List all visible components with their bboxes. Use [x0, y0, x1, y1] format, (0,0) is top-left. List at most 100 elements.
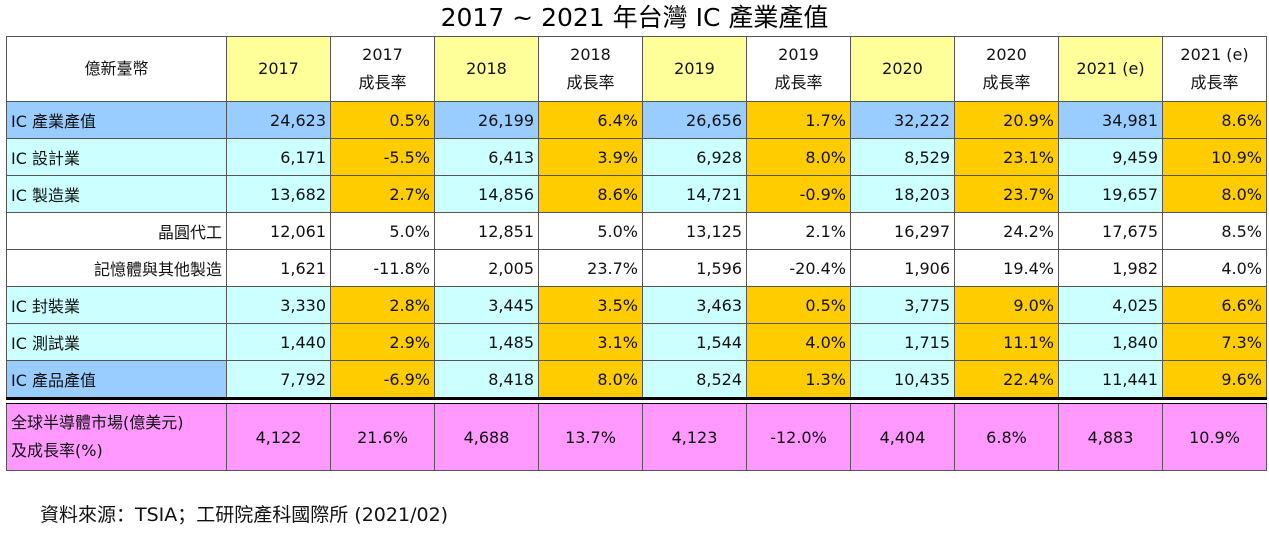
value-cell: 26,199	[434, 101, 539, 139]
growth-rate-cell: 5.0%	[538, 212, 643, 250]
col-header-2019: 2019	[642, 36, 747, 102]
table-row: IC 製造業 13,682 2.7% 14,856 8.6% 14,721 -0.9% 18,…	[6, 175, 1267, 213]
col-header-2018-growth: 2018 成長率	[538, 36, 643, 102]
row-label: IC 設計業	[6, 138, 227, 176]
table-row: 記憶體與其他製造 1,621 -11.8% 2,005 23.7% 1,596 -20.4%…	[6, 249, 1267, 287]
market-label-line1: 全球半導體市場(億美元)	[11, 413, 184, 432]
global-market-row: 全球半導體市場(億美元) 及成長率(%) 4,122 21.6% 4,688 13.7% 4…	[6, 403, 1267, 471]
growth-rate-cell: 23.7%	[954, 175, 1059, 213]
growth-rate-cell: 22.4%	[954, 360, 1059, 399]
growth-rate-cell: 0.5%	[746, 286, 851, 324]
row-label: IC 測試業	[6, 323, 227, 361]
market-growth-cell: 13.7%	[538, 403, 643, 471]
market-growth-cell: 21.6%	[330, 403, 435, 471]
market-label-line2: 及成長率(%)	[11, 441, 103, 460]
market-growth-cell: 10.9%	[1162, 403, 1267, 471]
growth-rate-cell: 20.9%	[954, 101, 1059, 139]
growth-rate-cell: 2.1%	[746, 212, 851, 250]
value-cell: 13,682	[226, 175, 331, 213]
value-cell: 12,061	[226, 212, 331, 250]
value-cell: 6,413	[434, 138, 539, 176]
value-cell: 1,840	[1058, 323, 1163, 361]
table-row: IC 設計業 6,171 -5.5% 6,413 3.9% 6,928 8.0% 8,529 2…	[6, 138, 1267, 176]
col-header-2018: 2018	[434, 36, 539, 102]
col-header-2021e-growth: 2021 (e) 成長率	[1162, 36, 1267, 102]
value-cell: 16,297	[850, 212, 955, 250]
col-header-2020: 2020	[850, 36, 955, 102]
value-cell: 4,025	[1058, 286, 1163, 324]
table-row: IC 產業產值 24,623 0.5% 26,199 6.4% 26,656 1.7% 32,…	[6, 101, 1267, 139]
growth-rate-cell: 5.0%	[330, 212, 435, 250]
growth-rate-cell: 2.8%	[330, 286, 435, 324]
growth-rate-cell: 2.7%	[330, 175, 435, 213]
ic-industry-table: 億新臺幣 2017 2017 成長率 2018 2018 成長率 2019 2019…	[6, 36, 1267, 471]
value-cell: 3,330	[226, 286, 331, 324]
value-cell: 26,656	[642, 101, 747, 139]
value-cell: 18,203	[850, 175, 955, 213]
market-value-cell: 4,883	[1058, 403, 1163, 471]
row-label: 記憶體與其他製造	[6, 249, 227, 287]
row-label: IC 封裝業	[6, 286, 227, 324]
value-cell: 24,623	[226, 101, 331, 139]
market-value-cell: 4,688	[434, 403, 539, 471]
table-row: IC 封裝業 3,330 2.8% 3,445 3.5% 3,463 0.5% 3,775 9.…	[6, 286, 1267, 324]
growth-rate-cell: 1.7%	[746, 101, 851, 139]
growth-rate-cell: 3.5%	[538, 286, 643, 324]
growth-rate-cell: 23.1%	[954, 138, 1059, 176]
value-cell: 1,982	[1058, 249, 1163, 287]
growth-rate-cell: 8.0%	[1162, 175, 1267, 213]
value-cell: 3,445	[434, 286, 539, 324]
value-cell: 32,222	[850, 101, 955, 139]
value-cell: 7,792	[226, 360, 331, 399]
growth-rate-cell: 9.6%	[1162, 360, 1267, 399]
unit-header: 億新臺幣	[6, 36, 227, 102]
value-cell: 10,435	[850, 360, 955, 399]
value-cell: 13,125	[642, 212, 747, 250]
source-note: 資料來源：TSIA；工研院產科國際所 (2021/02)	[40, 504, 449, 526]
col-header-2017-growth: 2017 成長率	[330, 36, 435, 102]
growth-rate-cell: -5.5%	[330, 138, 435, 176]
value-cell: 8,418	[434, 360, 539, 399]
growth-rate-cell: 2.9%	[330, 323, 435, 361]
table-row: IC 測試業 1,440 2.9% 1,485 3.1% 1,544 4.0% 1,715 11…	[6, 323, 1267, 361]
value-cell: 2,005	[434, 249, 539, 287]
value-cell: 14,721	[642, 175, 747, 213]
market-value-cell: 4,122	[226, 403, 331, 471]
value-cell: 1,906	[850, 249, 955, 287]
value-cell: 6,171	[226, 138, 331, 176]
growth-rate-cell: -0.9%	[746, 175, 851, 213]
growth-rate-cell: 8.0%	[538, 360, 643, 399]
market-value-cell: 4,404	[850, 403, 955, 471]
value-cell: 1,596	[642, 249, 747, 287]
growth-rate-cell: -6.9%	[330, 360, 435, 399]
col-header-2019-growth: 2019 成長率	[746, 36, 851, 102]
market-growth-cell: 6.8%	[954, 403, 1059, 471]
market-growth-cell: -12.0%	[746, 403, 851, 471]
value-cell: 1,544	[642, 323, 747, 361]
growth-rate-cell: 7.3%	[1162, 323, 1267, 361]
value-cell: 1,715	[850, 323, 955, 361]
growth-rate-cell: 9.0%	[954, 286, 1059, 324]
value-cell: 1,485	[434, 323, 539, 361]
row-label: 晶圓代工	[6, 212, 227, 250]
col-header-2017: 2017	[226, 36, 331, 102]
growth-rate-cell: -20.4%	[746, 249, 851, 287]
value-cell: 3,775	[850, 286, 955, 324]
growth-rate-cell: 6.6%	[1162, 286, 1267, 324]
header-row: 億新臺幣 2017 2017 成長率 2018 2018 成長率 2019 2019…	[6, 36, 1267, 102]
growth-rate-cell: 24.2%	[954, 212, 1059, 250]
growth-rate-cell: 8.6%	[538, 175, 643, 213]
market-label: 全球半導體市場(億美元) 及成長率(%)	[6, 403, 227, 471]
growth-rate-cell: 0.5%	[330, 101, 435, 139]
value-cell: 3,463	[642, 286, 747, 324]
value-cell: 34,981	[1058, 101, 1163, 139]
value-cell: 19,657	[1058, 175, 1163, 213]
col-header-2020-growth: 2020 成長率	[954, 36, 1059, 102]
value-cell: 12,851	[434, 212, 539, 250]
value-cell: 11,441	[1058, 360, 1163, 399]
growth-rate-cell: 4.0%	[746, 323, 851, 361]
growth-rate-cell: 3.9%	[538, 138, 643, 176]
value-cell: 8,524	[642, 360, 747, 399]
growth-rate-cell: 8.0%	[746, 138, 851, 176]
row-label: IC 製造業	[6, 175, 227, 213]
